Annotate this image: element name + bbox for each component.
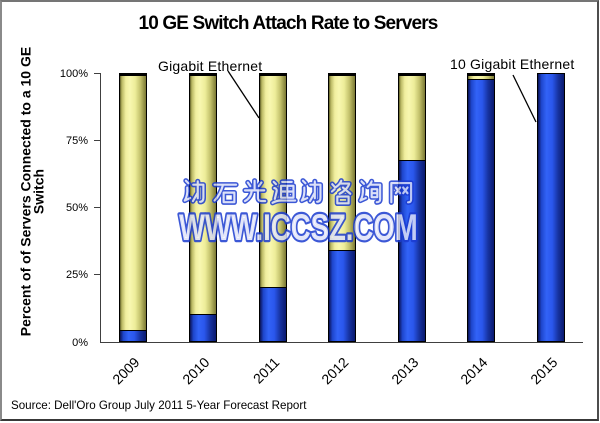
svg-text:WWW.ICCSZ.COM: WWW.ICCSZ.COM — [179, 206, 418, 248]
